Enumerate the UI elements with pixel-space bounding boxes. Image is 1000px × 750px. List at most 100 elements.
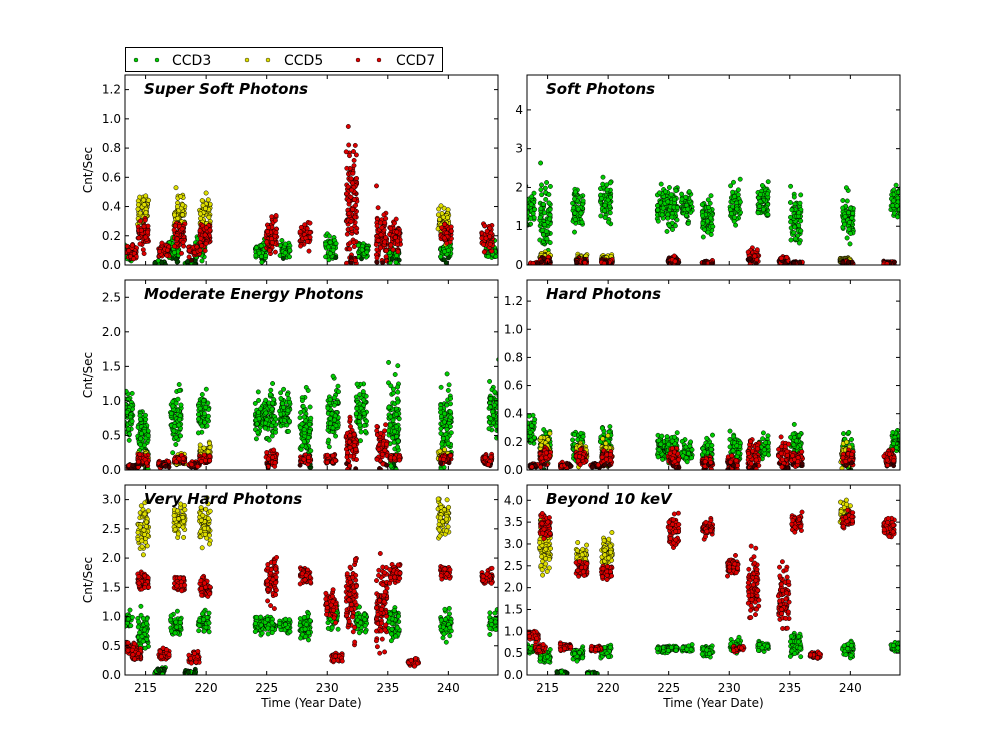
data-point [145, 229, 151, 235]
legend-entry-ccd3: CCD3 [133, 53, 211, 69]
data-point [375, 205, 381, 211]
data-point [791, 260, 797, 265]
data-point [445, 207, 451, 213]
data-point [350, 206, 356, 212]
data-point [326, 437, 332, 443]
data-point [765, 191, 771, 197]
data-point [175, 215, 181, 221]
data-point [700, 220, 706, 226]
data-point [387, 422, 393, 428]
data-point [332, 458, 338, 464]
data-point [299, 421, 305, 427]
data-point [333, 255, 339, 261]
data-point [351, 432, 357, 437]
data-point [655, 218, 661, 224]
data-point [137, 442, 143, 448]
data-point [135, 206, 141, 212]
data-point [172, 212, 177, 218]
data-point [141, 202, 147, 208]
data-point [700, 213, 706, 219]
data-point [441, 257, 447, 263]
data-point [788, 214, 793, 220]
data-point [842, 214, 848, 220]
data-point [348, 424, 353, 429]
data-point [138, 436, 144, 442]
data-point [392, 235, 398, 240]
data-point [892, 259, 897, 265]
data-point [447, 424, 453, 429]
data-point [393, 411, 399, 417]
data-point [537, 214, 543, 220]
data-point [671, 196, 677, 202]
data-point [760, 206, 766, 212]
data-point [203, 386, 209, 392]
data-point [258, 406, 264, 412]
data-point [788, 237, 794, 243]
data-point [845, 259, 851, 265]
data-point [894, 203, 900, 209]
data-point [326, 444, 332, 450]
legend-entry-ccd5: CCD5 [244, 53, 323, 69]
y-tick-label: 4 [515, 103, 523, 117]
data-point [199, 243, 205, 249]
data-point [448, 228, 454, 234]
plot-frame [124, 74, 499, 266]
data-point [333, 423, 339, 429]
y-tick-label: 0.6 [102, 170, 121, 184]
data-point [284, 422, 290, 428]
data-point [445, 387, 451, 393]
series-ccd7 [125, 124, 495, 265]
data-point [353, 152, 359, 158]
data-point [271, 419, 276, 425]
data-point [163, 463, 168, 469]
data-point [270, 400, 276, 406]
data-point [522, 198, 526, 202]
data-point [378, 232, 384, 238]
data-point [361, 397, 367, 403]
data-point [844, 198, 850, 204]
data-point [708, 215, 714, 221]
data-point [572, 210, 578, 216]
data-point [199, 392, 205, 397]
data-point [179, 250, 184, 256]
data-point [850, 210, 856, 216]
data-point [710, 224, 716, 230]
data-point [189, 462, 195, 467]
data-point [279, 238, 285, 243]
data-point [572, 217, 578, 222]
data-point [199, 198, 205, 204]
data-point [343, 149, 349, 155]
data-point [120, 243, 124, 247]
data-point [351, 239, 357, 245]
data-point [141, 197, 147, 203]
data-point [258, 243, 264, 249]
data-point [270, 454, 276, 460]
data-point [137, 218, 143, 224]
data-point [331, 395, 337, 401]
data-point [130, 462, 136, 468]
data-point [172, 243, 178, 249]
data-point [437, 216, 443, 222]
data-point [327, 397, 333, 403]
data-point [301, 439, 307, 445]
data-point [798, 228, 804, 234]
data-point [176, 422, 182, 428]
data-point [379, 225, 385, 231]
data-point [733, 222, 739, 228]
data-point [602, 215, 608, 220]
data-point [846, 210, 851, 216]
data-point [606, 219, 611, 225]
data-point [120, 251, 124, 255]
data-point [272, 460, 278, 466]
data-point [572, 196, 577, 202]
data-point [604, 182, 610, 188]
data-point [199, 423, 205, 429]
data-point [174, 204, 180, 210]
data-point [262, 425, 268, 431]
legend-marker [265, 57, 271, 63]
y-tick-label: 0.4 [102, 200, 121, 214]
legend-label: CCD5 [284, 53, 323, 69]
data-point [660, 205, 666, 211]
data-point [144, 460, 150, 466]
data-point [666, 223, 672, 228]
